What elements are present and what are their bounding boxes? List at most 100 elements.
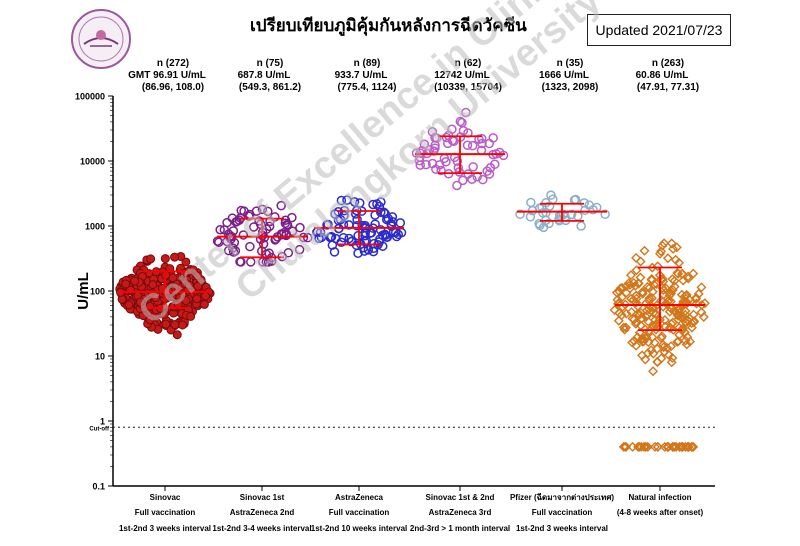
data-point [671,242,682,253]
data-point [666,357,677,368]
data-point [457,117,467,128]
y-tick-label: 10000 [80,157,105,167]
data-point [658,342,669,353]
data-point [453,163,464,173]
data-point [668,243,679,254]
data-point [314,233,324,244]
data-point [679,313,690,324]
data-point [161,319,171,329]
data-point [625,270,636,281]
data-point [455,116,466,127]
data-point [683,441,694,452]
data-point [270,212,280,222]
data-point [668,324,679,335]
group-gmt-label: GMT 96.91 U/mL [128,70,206,81]
data-point [677,325,688,336]
data-point [461,107,471,118]
data-point [689,316,700,327]
group-gmt-label: 1666 U/mL [539,70,589,81]
data-point [663,349,674,360]
data-point [419,139,430,150]
data-point [477,133,487,144]
data-point [280,218,291,228]
data-point [179,268,189,278]
y-tick-label: 0.1 [92,482,105,492]
data-point [352,214,362,225]
data-point [620,322,631,333]
data-point [130,276,140,286]
data-point [576,221,586,231]
data-point [449,136,459,147]
data-point [664,322,675,333]
data-point [146,254,156,264]
data-point [612,298,623,309]
data-point [647,286,658,297]
data-point [421,159,431,170]
data-point [135,297,145,307]
data-point [631,297,642,308]
data-point [667,352,678,363]
group-gmt-label: 687.8 U/mL [238,70,291,81]
data-point [245,241,255,252]
y-axis-label: U/mL [75,272,92,310]
data-point [648,348,659,359]
group-n-label: n (263) [652,58,684,69]
data-point [650,324,661,335]
data-point [631,252,642,263]
y-tick-label: 1000 [85,222,105,232]
data-point [336,195,347,206]
data-point [245,257,256,267]
data-point [683,271,694,282]
data-point [441,157,451,167]
data-point [145,315,155,325]
category-label-line3: 1st-2nd 3-4 weeks interval [212,524,311,533]
category-label-line1: Sinovac 1st & 2nd [426,493,495,502]
data-point [193,271,203,281]
data-point [170,320,180,330]
data-point [294,244,305,255]
data-point [326,232,336,242]
data-point [634,441,645,452]
group-ci-label: (549.3, 861.2) [239,82,301,93]
data-point [691,292,702,303]
data-point [666,303,677,314]
data-point [634,309,645,320]
data-point [662,342,673,353]
data-point [637,287,648,297]
group-gmt-label: 60.86 U/mL [636,70,689,81]
data-point [621,308,632,319]
data-point [640,333,651,344]
data-point [669,275,680,286]
group-ci-label: (86.96, 108.0) [142,82,204,93]
data-point [145,301,155,311]
data-point [277,229,287,240]
data-point [685,336,696,347]
data-point [640,354,651,365]
data-point [646,275,657,286]
data-point [387,212,398,222]
data-point [631,265,642,276]
group-n-label: n (75) [257,58,284,69]
data-point [223,245,234,256]
data-point [287,226,298,236]
data-point [600,209,610,220]
data-point [680,335,691,346]
data-point [201,291,211,301]
category-label-line2: Full vaccination [135,508,196,517]
data-point [642,441,653,452]
data-point [353,248,363,258]
chart-title: เปรียบเทียบภูมิคุ้มกันหลังการฉีดวัคซีน [250,16,527,35]
data-point [616,292,627,303]
group-ci-label: (775.4, 1124) [338,82,397,93]
data-point [679,298,690,309]
data-point [124,300,134,310]
data-point [430,140,440,151]
data-point [688,268,699,279]
data-point [368,199,378,210]
data-point [620,299,631,310]
data-point [484,169,495,179]
data-point [181,296,191,306]
data-point [151,293,161,303]
data-point [295,222,305,233]
